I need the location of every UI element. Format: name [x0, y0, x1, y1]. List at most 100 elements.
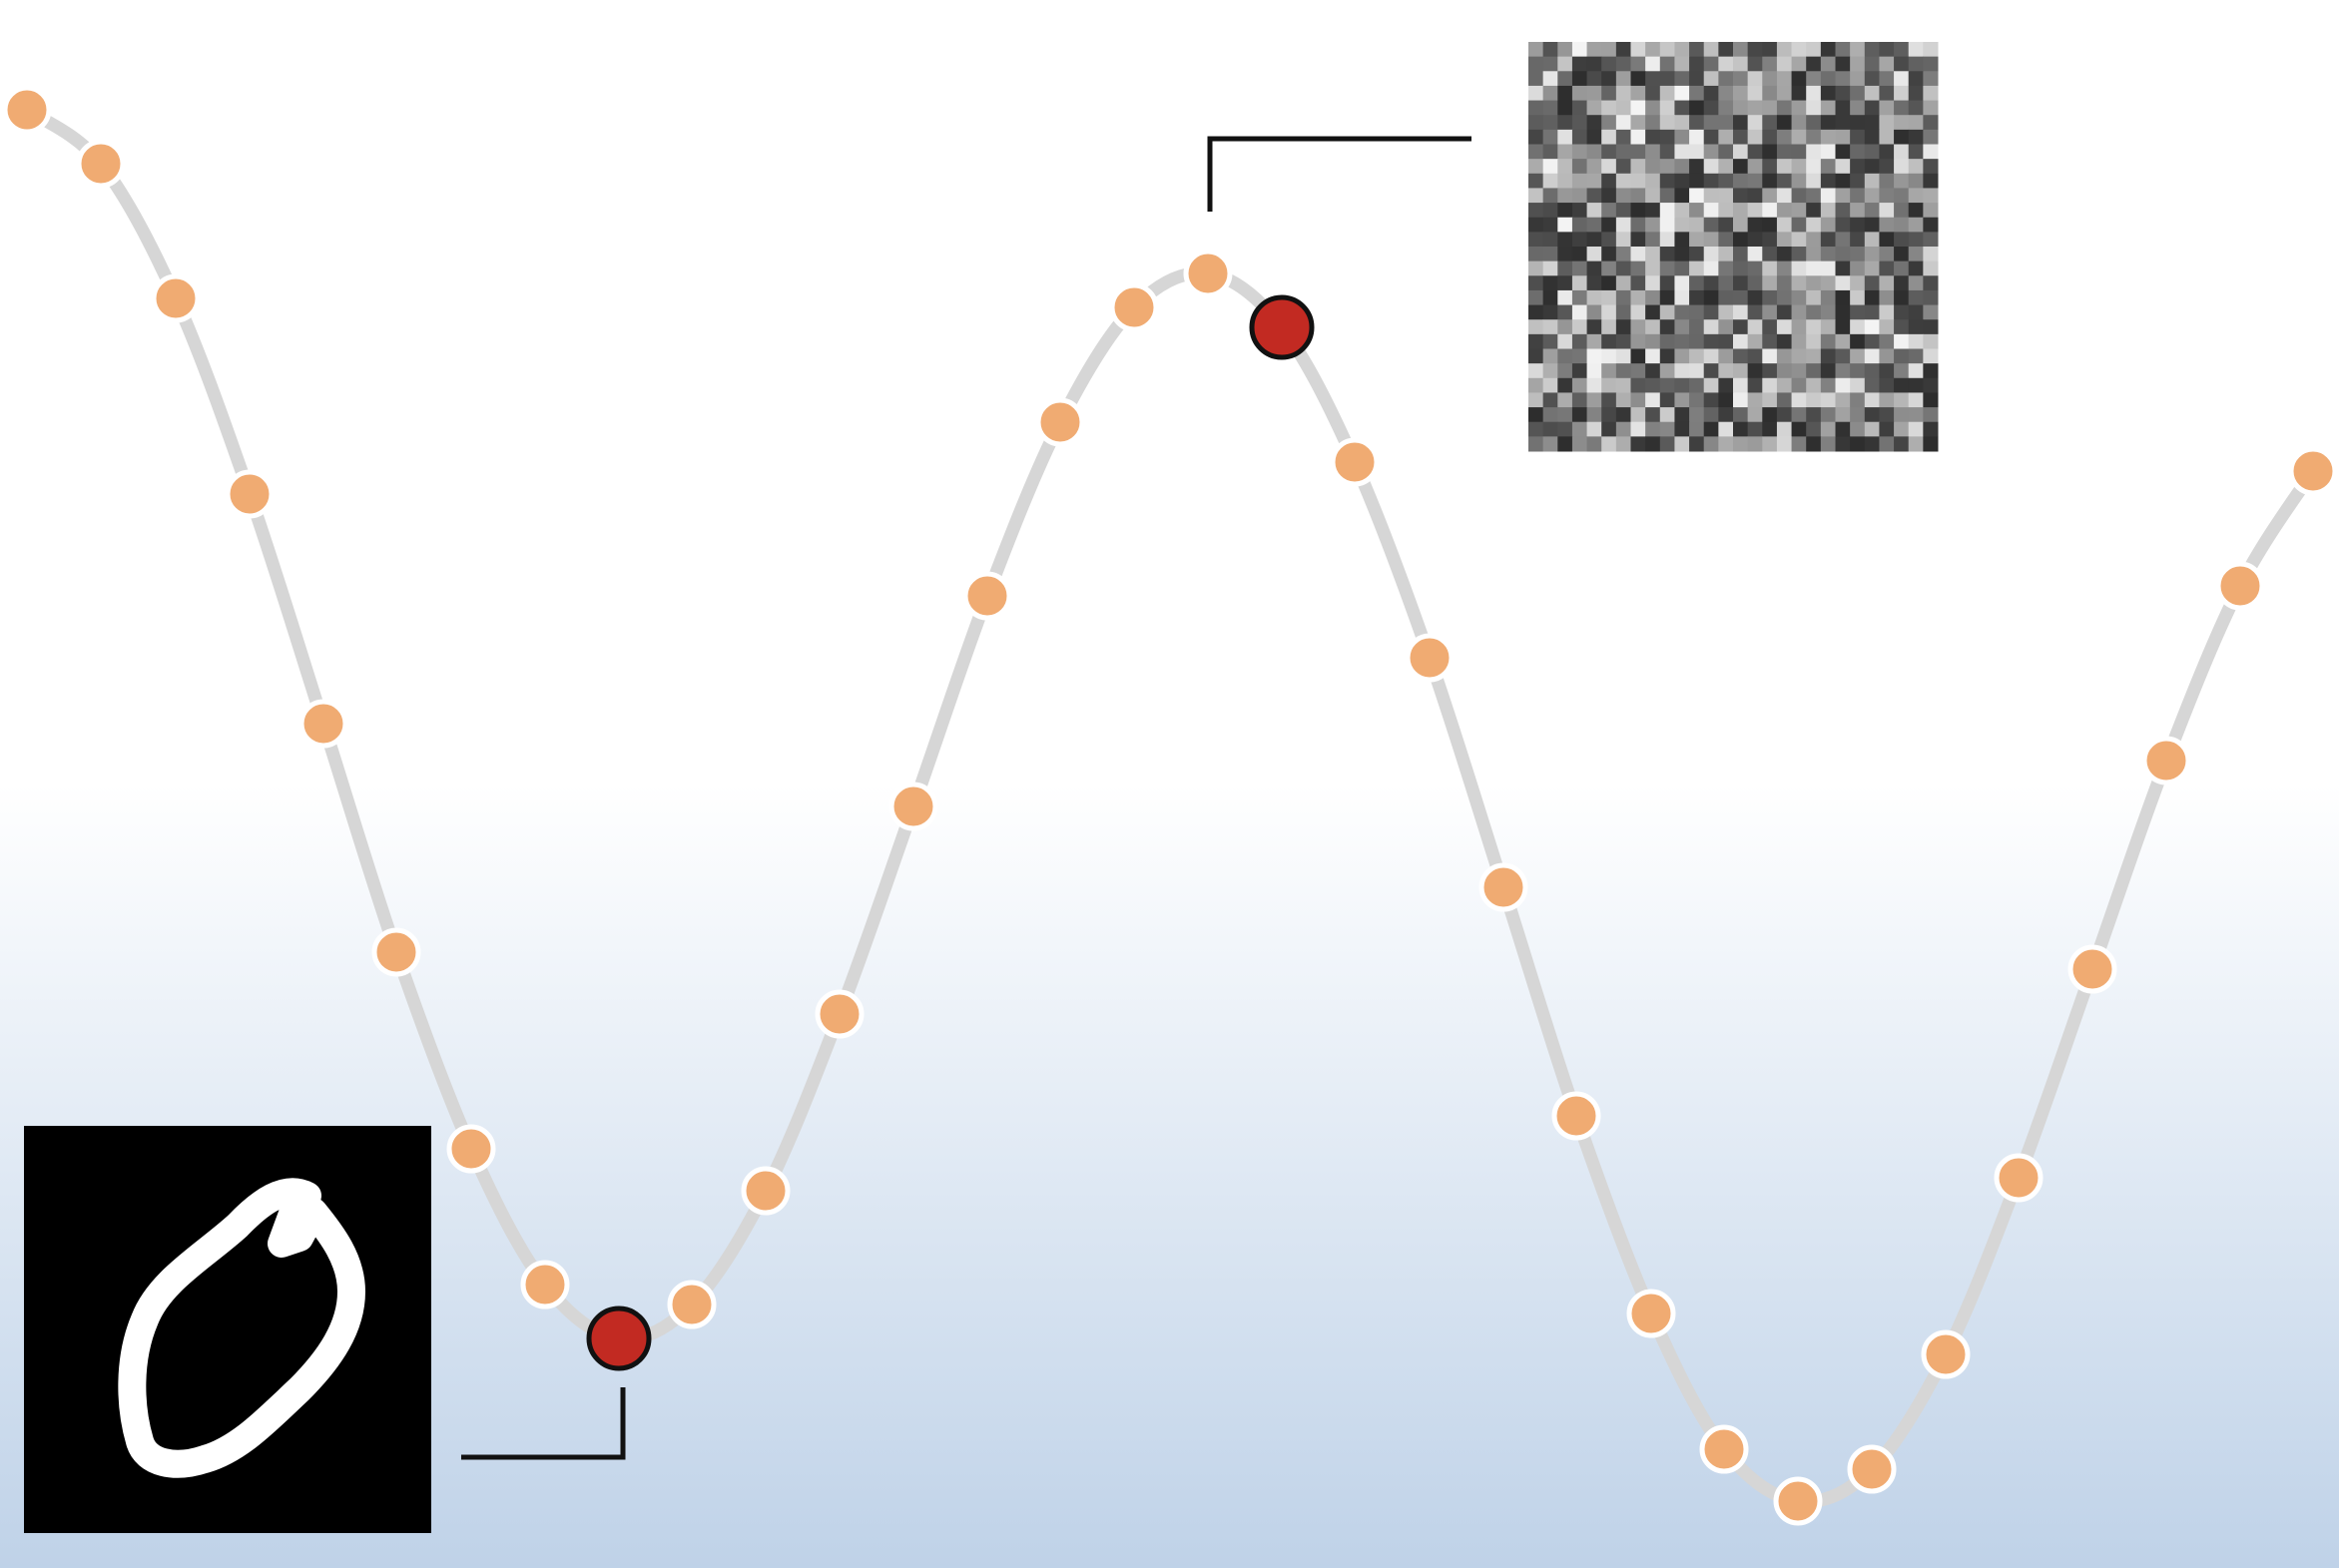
noise-cell [1586, 85, 1602, 102]
noise-cell [1835, 348, 1851, 364]
noise-cell [1601, 159, 1617, 175]
noise-cell [1776, 377, 1793, 393]
noise-cell [1703, 56, 1719, 72]
noise-cell [1747, 159, 1763, 175]
noise-cell [1791, 407, 1807, 423]
noise-cell [1659, 289, 1675, 306]
noise-cell [1674, 85, 1690, 102]
noise-cell [1659, 144, 1675, 160]
noise-cell [1601, 348, 1617, 364]
noise-cell [1586, 42, 1602, 58]
noise-cell [1733, 115, 1749, 131]
noise-cell [1908, 85, 1924, 102]
sample-point [888, 782, 938, 831]
noise-cell [1674, 217, 1690, 233]
noise-cell [1674, 188, 1690, 204]
noise-cell [1615, 377, 1631, 393]
noise-cell [1879, 421, 1895, 437]
noise-cell [1718, 407, 1734, 423]
noise-cell [1791, 348, 1807, 364]
noise-cell [1747, 247, 1763, 262]
noise-cell [1689, 100, 1705, 116]
noise-cell [1791, 392, 1807, 408]
noise-cell [1820, 392, 1836, 408]
noise-cell [1571, 319, 1588, 335]
sample-point [446, 1124, 496, 1174]
noise-cell [1820, 304, 1836, 320]
noise-cell [1762, 56, 1778, 72]
noise-cell [1718, 363, 1734, 379]
noise-cell [1923, 217, 1939, 233]
noise-cell [1571, 217, 1588, 233]
noise-cell [1703, 421, 1719, 437]
noise-cell [1879, 85, 1895, 102]
noise-cell [1908, 377, 1924, 393]
noise-cell [1542, 115, 1558, 131]
noise-cell [1908, 333, 1924, 349]
noise-cell [1586, 56, 1602, 72]
noise-cell [1791, 115, 1807, 131]
noise-cell [1645, 333, 1661, 349]
noise-cell [1718, 100, 1734, 116]
noise-cell [1820, 247, 1836, 262]
noise-cell [1835, 421, 1851, 437]
thumbnail-clean-digit-frame [24, 1126, 431, 1533]
noise-cell [1645, 436, 1661, 452]
noise-cell [1879, 333, 1895, 349]
noise-cell [1689, 407, 1705, 423]
noise-cell [1820, 217, 1836, 233]
noise-cell [1806, 348, 1822, 364]
noise-cell [1557, 173, 1573, 189]
noise-cell [1528, 377, 1544, 393]
noise-cell [1659, 407, 1675, 423]
noise-cell [1894, 289, 1910, 306]
noise-cell [1630, 392, 1646, 408]
noise-cell [1820, 275, 1836, 291]
noise-cell [1601, 261, 1617, 276]
noise-cell [1747, 232, 1763, 248]
noise-cell [1586, 247, 1602, 262]
noise-cell [1542, 436, 1558, 452]
noise-cell [1703, 363, 1719, 379]
noise-cell [1776, 159, 1793, 175]
noise-cell [1835, 100, 1851, 116]
noise-cell [1879, 363, 1895, 379]
noise-cell [1747, 436, 1763, 452]
noise-cell [1850, 304, 1866, 320]
noise-cell [1908, 115, 1924, 131]
noise-cell [1850, 261, 1866, 276]
noise-cell [1630, 188, 1646, 204]
noise-cell [1645, 42, 1661, 58]
noise-cell [1776, 275, 1793, 291]
noise-cell [1528, 289, 1544, 306]
noise-cell [1762, 436, 1778, 452]
noise-cell [1791, 232, 1807, 248]
noise-cell [1703, 173, 1719, 189]
noise-cell [1791, 421, 1807, 437]
noise-cell [1542, 188, 1558, 204]
noise-cell [1557, 203, 1573, 219]
noise-cell [1879, 232, 1895, 248]
noise-cell [1674, 203, 1690, 219]
thumbnail-noise [1528, 42, 1939, 452]
noise-cell [1645, 71, 1661, 87]
noise-cell [1586, 436, 1602, 452]
noise-cell [1791, 247, 1807, 262]
noise-cell [1674, 56, 1690, 72]
noise-cell [1586, 261, 1602, 276]
noise-cell [1923, 85, 1939, 102]
noise-cell [1908, 304, 1924, 320]
noise-cell [1674, 319, 1690, 335]
noise-cell [1894, 203, 1910, 219]
noise-cell [1806, 377, 1822, 393]
noise-cell [1835, 247, 1851, 262]
noise-cell [1571, 363, 1588, 379]
noise-cell [1776, 319, 1793, 335]
noise-cell [1601, 421, 1617, 437]
noise-cell [1820, 203, 1836, 219]
noise-cell [1586, 392, 1602, 408]
noise-cell [1571, 100, 1588, 116]
noise-cell [1864, 436, 1880, 452]
noise-cell [1718, 247, 1734, 262]
noise-cell [1776, 436, 1793, 452]
